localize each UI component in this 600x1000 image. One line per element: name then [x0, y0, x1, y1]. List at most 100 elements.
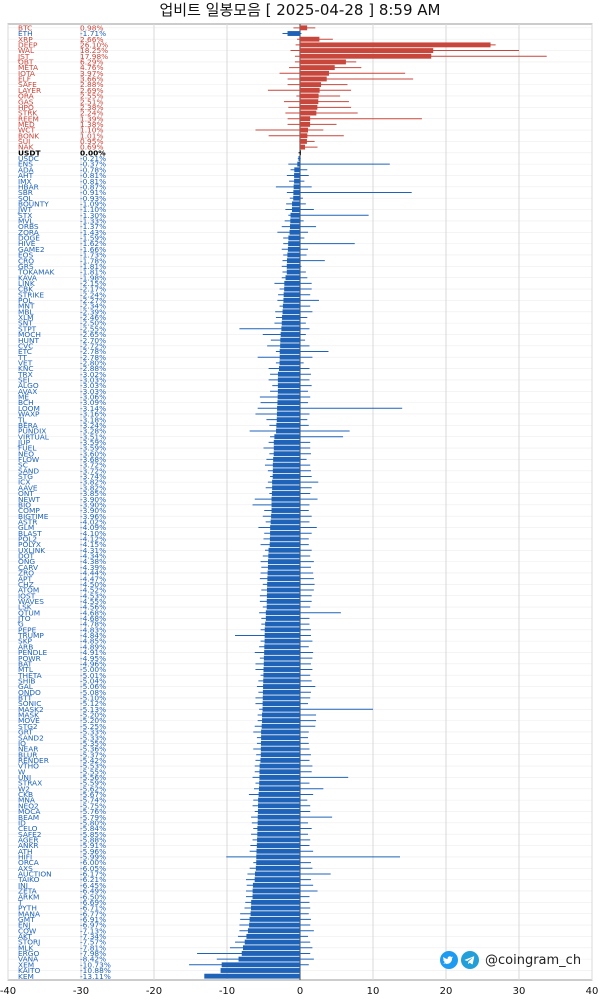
category-label: XEM	[18, 960, 34, 969]
value-label: -4.09%	[80, 523, 106, 532]
category-label: ONG	[18, 557, 35, 566]
value-label: -5.76%	[80, 807, 106, 816]
category-label: DOT	[18, 552, 35, 561]
category-label: GAL	[18, 682, 34, 691]
category-label: ZRO	[18, 569, 34, 578]
bar	[257, 809, 300, 814]
bar	[281, 320, 300, 326]
category-label: ENJ	[18, 921, 30, 930]
value-label: -3.16%	[80, 410, 106, 419]
value-label: -3.24%	[80, 421, 106, 430]
value-label: -4.38%	[80, 557, 106, 566]
category-label: SAND	[18, 466, 39, 475]
category-label: DOGE	[18, 234, 40, 243]
category-label: WAXP	[18, 410, 40, 419]
value-label: -5.88%	[80, 835, 106, 844]
bar	[283, 297, 300, 303]
value-label: -4.10%	[80, 529, 106, 538]
value-label: -3.03%	[80, 376, 106, 385]
value-label: -5.99%	[80, 853, 106, 862]
value-label: -5.85%	[80, 830, 106, 839]
bar	[244, 939, 300, 945]
value-label: -6.77%	[80, 909, 106, 918]
value-label: -4.56%	[80, 603, 106, 612]
category-label: LAYER	[18, 86, 41, 95]
category-label: MASK2	[18, 705, 44, 714]
category-label: CELO	[18, 824, 38, 833]
category-label: NEO	[18, 449, 34, 458]
value-label: -5.91%	[80, 841, 106, 850]
bar	[258, 786, 300, 792]
category-label: CVC	[18, 341, 33, 350]
bar	[300, 99, 319, 105]
value-label: -13.11%	[80, 972, 111, 981]
value-label: -3.82%	[80, 483, 106, 492]
bar	[221, 962, 300, 968]
value-label: -5.37%	[80, 750, 106, 759]
bar	[271, 508, 300, 513]
value-label: -0.81%	[80, 177, 106, 186]
bar	[252, 894, 300, 900]
category-label: TT	[17, 353, 27, 362]
bar	[262, 701, 300, 707]
category-label: MNT	[18, 302, 35, 311]
value-label: -4.50%	[80, 580, 106, 589]
bar	[288, 235, 300, 241]
value-label: -5.55%	[80, 767, 106, 776]
value-label: -3.59%	[80, 444, 106, 453]
category-label: STRIKE	[18, 290, 44, 299]
bar	[300, 121, 311, 127]
bar	[300, 110, 317, 116]
bar	[267, 581, 300, 587]
category-label: MOCA	[18, 807, 40, 816]
bar	[280, 343, 300, 349]
bar	[267, 576, 300, 582]
bar	[252, 882, 300, 888]
bar	[268, 559, 300, 565]
category-label: LOOM	[18, 404, 40, 413]
value-label: -3.14%	[80, 404, 106, 413]
bar	[259, 780, 300, 786]
bar	[264, 638, 300, 644]
bar	[263, 678, 300, 684]
bar	[272, 479, 300, 485]
category-label: ICX	[18, 478, 30, 487]
category-label: MNA	[18, 796, 35, 805]
bar	[300, 104, 318, 110]
bar	[256, 848, 300, 854]
bar	[293, 184, 300, 190]
category-label: KEM	[18, 972, 34, 981]
value-label: 2.55%	[80, 92, 103, 101]
bar	[267, 564, 300, 570]
bar	[279, 354, 300, 360]
category-label: GRT	[18, 728, 33, 737]
bar	[262, 718, 300, 724]
category-label: REEM	[18, 114, 39, 123]
value-label: -5.20%	[80, 711, 106, 720]
bar	[272, 485, 300, 491]
category-label: G	[18, 620, 24, 629]
bar	[294, 173, 300, 178]
value-label: 2.38%	[80, 103, 103, 112]
value-label: 0.95%	[80, 137, 103, 146]
bar	[260, 740, 300, 746]
value-label: -3.85%	[80, 489, 106, 498]
bar	[270, 525, 300, 530]
value-label: -4.52%	[80, 586, 106, 595]
category-label: POWR	[18, 654, 41, 663]
value-label: -6.91%	[80, 915, 106, 924]
x-tick-label: 40	[586, 986, 599, 997]
category-label: IOTA	[18, 69, 35, 78]
value-label: -1.62%	[80, 239, 106, 248]
bar	[287, 31, 300, 36]
category-label: BOUNTY	[18, 199, 49, 208]
bar	[278, 366, 300, 371]
category-label: TRUMP	[17, 631, 44, 640]
category-label: SOL	[18, 194, 34, 203]
bar	[300, 133, 308, 139]
bar	[291, 207, 300, 212]
bar	[272, 468, 300, 474]
value-label: -6.17%	[80, 870, 106, 879]
value-label: -1.10%	[80, 205, 106, 214]
category-label: ZETA	[18, 887, 37, 896]
